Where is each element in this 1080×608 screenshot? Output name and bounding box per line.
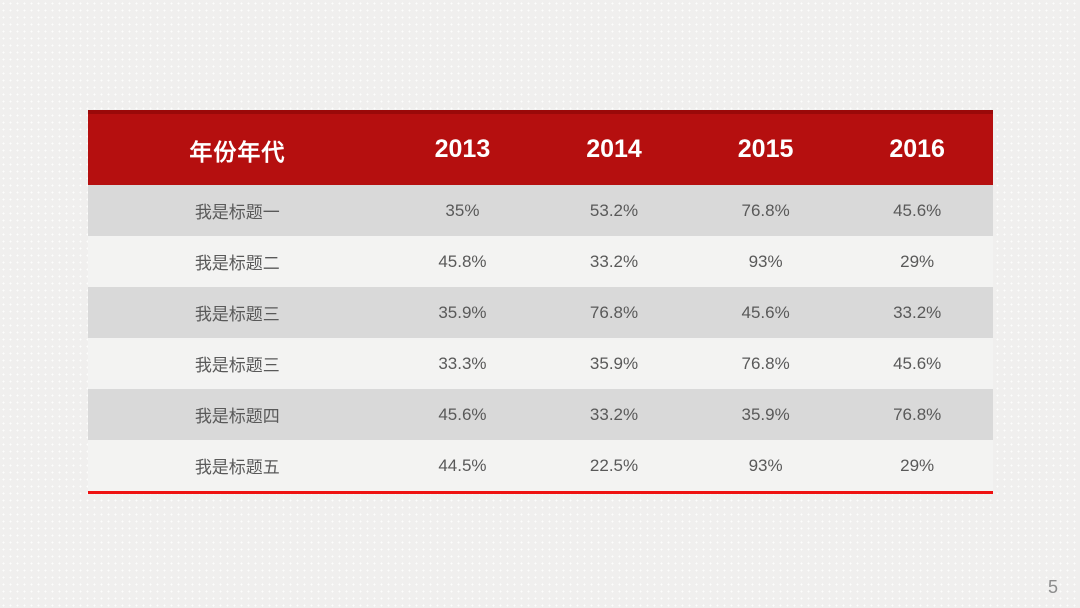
cell-value: 33.2% <box>589 404 639 424</box>
table-body: 我是标题一 35% 53.2% 76.8% 45.6% 我是标题二 45.8% … <box>88 185 993 491</box>
row-label: 我是标题三 <box>194 305 280 324</box>
row-label: 我是标题一 <box>194 203 280 222</box>
table-row: 我是标题五 44.5% 22.5% 93% 29% <box>88 440 993 491</box>
cell-value: 29% <box>900 251 935 271</box>
cell-value: 45.6% <box>893 200 942 220</box>
cell-value: 76.8% <box>893 404 942 424</box>
table-row: 我是标题二 45.8% 33.2% 93% 29% <box>88 236 993 287</box>
row-label: 我是标题三 <box>194 356 280 375</box>
cell-value: 45.6% <box>438 404 487 424</box>
cell-value: 76.8% <box>589 302 639 322</box>
header-cell-category: 年份年代 <box>189 138 286 165</box>
cell-value: 35.9% <box>438 302 487 322</box>
cell-value: 45.6% <box>741 302 790 322</box>
cell-value: 45.8% <box>438 251 487 271</box>
table-row: 我是标题三 33.3% 35.9% 76.8% 45.6% <box>88 338 993 389</box>
header-cell-2014: 2014 <box>586 135 642 163</box>
header-cell-2015: 2015 <box>737 135 794 163</box>
page-number: 5 <box>1047 577 1058 597</box>
data-table: 年份年代 2013 2014 2015 2016 我是标题一 35% 53.2%… <box>88 110 993 494</box>
table-row: 我是标题四 45.6% 33.2% 35.9% 76.8% <box>88 389 993 440</box>
table-row: 我是标题一 35% 53.2% 76.8% 45.6% <box>88 185 993 236</box>
header-cell-2016: 2016 <box>889 135 945 163</box>
cell-value: 35.9% <box>589 353 639 373</box>
header-cell-2013: 2013 <box>434 135 491 163</box>
table-bottom-accent-line <box>88 491 993 494</box>
table-header-row: 年份年代 2013 2014 2015 2016 <box>88 110 993 185</box>
cell-value: 33.3% <box>438 353 487 373</box>
cell-value: 45.6% <box>893 353 942 373</box>
cell-value: 33.2% <box>893 302 942 322</box>
cell-value: 35.9% <box>741 404 790 424</box>
cell-value: 35% <box>445 200 480 220</box>
cell-value: 29% <box>900 455 935 475</box>
cell-value: 76.8% <box>741 200 790 220</box>
row-label: 我是标题二 <box>194 254 280 273</box>
cell-value: 93% <box>748 455 783 475</box>
cell-value: 44.5% <box>438 455 487 475</box>
row-label: 我是标题五 <box>194 458 280 477</box>
cell-value: 53.2% <box>589 200 639 220</box>
cell-value: 22.5% <box>589 455 639 475</box>
cell-value: 93% <box>748 251 783 271</box>
table-row: 我是标题三 35.9% 76.8% 45.6% 33.2% <box>88 287 993 338</box>
row-label: 我是标题四 <box>194 407 280 426</box>
cell-value: 76.8% <box>741 353 790 373</box>
cell-value: 33.2% <box>589 251 639 271</box>
